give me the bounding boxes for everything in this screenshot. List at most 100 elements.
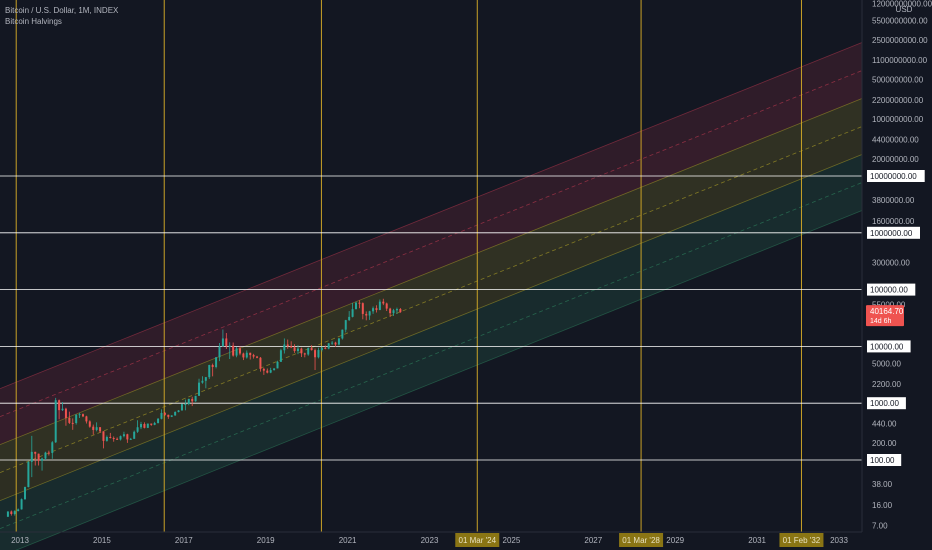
- price-tick-label: 55000.00: [872, 300, 906, 309]
- level-price-label[interactable]: 1000.00: [870, 399, 899, 408]
- candle: [194, 395, 197, 402]
- candle: [58, 399, 61, 420]
- candle-body: [279, 350, 282, 362]
- candle: [99, 427, 102, 433]
- candle: [167, 414, 170, 419]
- candle-body: [17, 509, 20, 512]
- candle: [6, 511, 9, 517]
- candle: [320, 346, 323, 352]
- candle: [228, 342, 231, 360]
- time-axis[interactable]: 2013 2015 2017 2019 2021 2023 01 Mar '24 2025 20…: [0, 531, 862, 547]
- candle-body: [365, 313, 368, 316]
- last-price-value[interactable]: 40164.70: [870, 307, 904, 316]
- candle-body: [320, 347, 323, 351]
- candle: [102, 431, 105, 449]
- indicator-title[interactable]: Bitcoin Halvings: [5, 17, 62, 26]
- candle-body: [20, 499, 23, 510]
- candle: [344, 319, 347, 333]
- candle-body: [177, 410, 180, 412]
- price-tick-label: 2500000000.00: [872, 36, 928, 45]
- candle-body: [252, 355, 255, 357]
- halving-date-label[interactable]: 01 Mar '28: [622, 536, 660, 545]
- candle: [324, 345, 327, 350]
- candle: [262, 367, 265, 375]
- candle: [208, 364, 211, 379]
- candle-body: [54, 400, 57, 443]
- candle-body: [194, 395, 197, 402]
- candle-body: [245, 352, 248, 358]
- candle: [78, 412, 81, 418]
- candle-body: [71, 422, 74, 424]
- candle-body: [351, 309, 354, 317]
- candle: [51, 441, 54, 459]
- level-price-label[interactable]: 10000000.00: [870, 172, 917, 181]
- candle-body: [221, 338, 224, 347]
- candle: [273, 368, 276, 371]
- time-tick-label: 2017: [175, 536, 193, 545]
- candle: [368, 310, 371, 320]
- candle-body: [354, 302, 357, 310]
- candle-body: [348, 316, 351, 321]
- candle: [122, 431, 125, 438]
- candle-body: [286, 344, 289, 347]
- candle: [92, 424, 95, 435]
- time-tick-label: 2029: [666, 536, 684, 545]
- candle: [211, 363, 214, 377]
- candle: [293, 344, 296, 353]
- candle-body: [75, 414, 78, 424]
- candle: [13, 510, 16, 516]
- candle: [283, 338, 286, 354]
- time-tick-label: 2027: [584, 536, 602, 545]
- level-price-label[interactable]: 10000.00: [870, 342, 904, 351]
- candle: [30, 435, 33, 478]
- symbol-title[interactable]: Bitcoin / U.S. Dollar, 1M, INDEX: [5, 6, 119, 15]
- halving-date-label[interactable]: 01 Feb '32: [783, 536, 821, 545]
- candle: [337, 337, 340, 346]
- candle-body: [99, 427, 102, 432]
- candle-body: [78, 414, 81, 416]
- candle: [105, 435, 108, 442]
- level-price-label[interactable]: 100000.00: [870, 286, 908, 295]
- candle: [47, 450, 50, 456]
- last-price-tag[interactable]: [866, 305, 904, 327]
- level-price-label-bg: [867, 340, 911, 353]
- candle: [180, 403, 183, 411]
- level-price-label-bg: [867, 454, 902, 466]
- halving-date-label[interactable]: 01 Mar '24: [459, 536, 497, 545]
- halving-date-tag: [779, 533, 824, 547]
- candle-body: [116, 438, 119, 440]
- candle-body: [129, 438, 132, 440]
- candle-body: [378, 301, 381, 310]
- level-price-label[interactable]: 100.00: [870, 456, 895, 465]
- candle-body: [112, 437, 115, 439]
- candle: [187, 398, 190, 406]
- candle-body: [126, 434, 129, 440]
- candle-body: [58, 400, 61, 411]
- candle: [242, 352, 245, 361]
- candle-body: [44, 452, 47, 459]
- candle: [54, 397, 57, 443]
- candle: [314, 348, 317, 370]
- candle: [269, 367, 272, 374]
- price-tick-label: 7.00: [872, 522, 888, 531]
- candle-body: [341, 329, 344, 339]
- level-price-label[interactable]: 1000000.00: [870, 229, 913, 238]
- candle: [150, 423, 153, 426]
- candle-body: [273, 368, 276, 371]
- candle-body: [27, 461, 30, 488]
- candle: [279, 348, 282, 362]
- candle: [163, 411, 166, 416]
- candle-body: [361, 303, 364, 314]
- candle-body: [191, 398, 194, 402]
- candle-body: [184, 403, 187, 405]
- candle-body: [259, 357, 262, 369]
- candle-body: [167, 414, 170, 417]
- candle: [198, 378, 201, 396]
- band-line: [0, 70, 863, 418]
- price-tick-label: 1100000000.00: [872, 56, 928, 65]
- candle: [23, 486, 26, 500]
- candle: [129, 437, 132, 440]
- candle: [170, 415, 173, 418]
